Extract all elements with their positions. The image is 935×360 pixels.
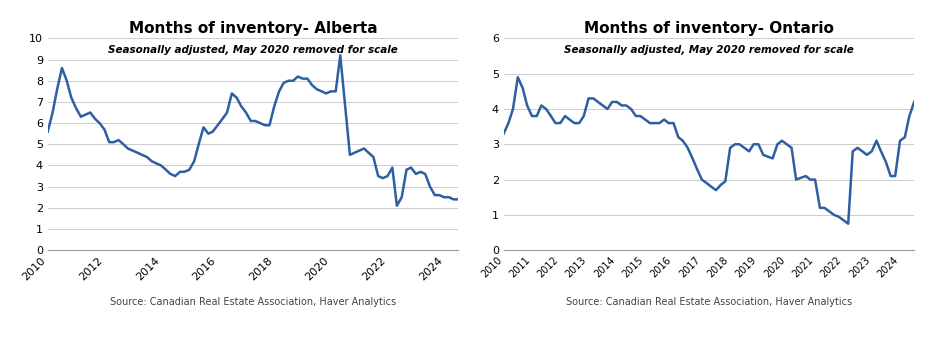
Text: Source: Canadian Real Estate Association, Haver Analytics: Source: Canadian Real Estate Association… [566,297,852,307]
Text: Seasonally adjusted, May 2020 removed for scale: Seasonally adjusted, May 2020 removed fo… [564,45,854,55]
Title: Months of inventory- Ontario: Months of inventory- Ontario [584,21,834,36]
Title: Months of inventory- Alberta: Months of inventory- Alberta [129,21,378,36]
Text: Seasonally adjusted, May 2020 removed for scale: Seasonally adjusted, May 2020 removed fo… [108,45,398,55]
Text: Source: Canadian Real Estate Association, Haver Analytics: Source: Canadian Real Estate Association… [110,297,396,307]
